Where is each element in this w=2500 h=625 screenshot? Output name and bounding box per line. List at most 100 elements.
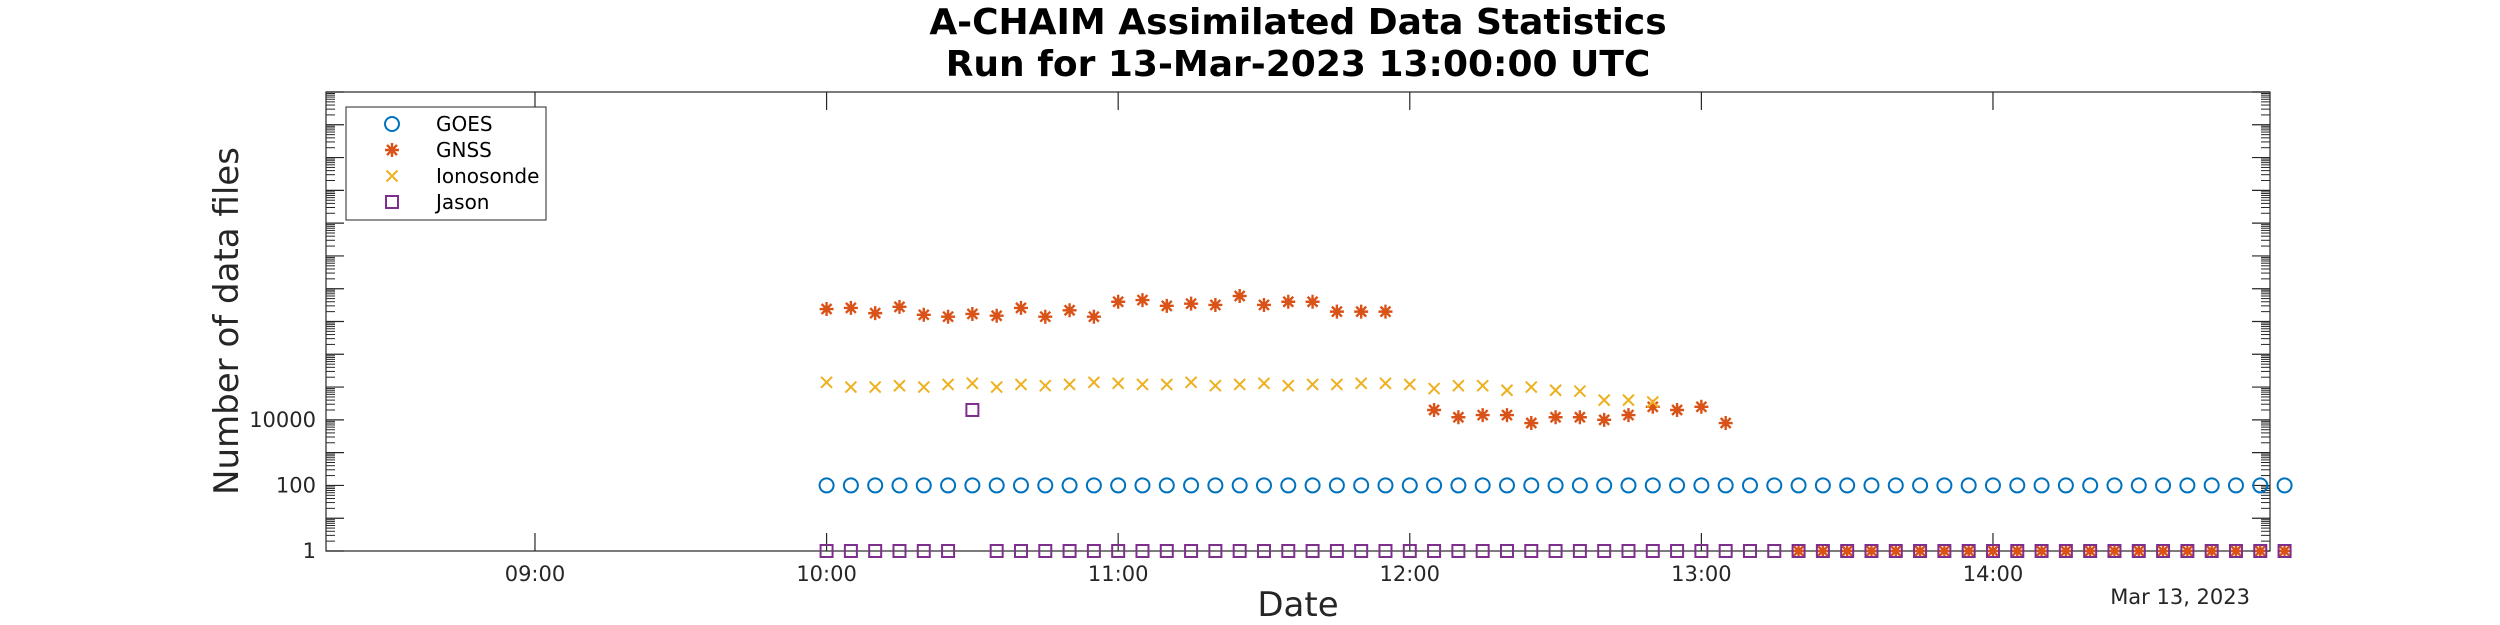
goes-point — [1790, 477, 1807, 494]
gnss-point — [1013, 300, 1028, 315]
plot-axes: 09:00 10:00 11:00 12:00 13:00 14:00 1 100 10000 — [249, 91, 2271, 586]
goes-point — [1255, 477, 1272, 494]
goes-point — [940, 477, 957, 494]
goes-point — [1401, 477, 1418, 494]
jason-point — [1670, 544, 1685, 558]
legend-label-ionosonde: Ionosonde — [436, 164, 539, 188]
jason-point — [2058, 544, 2073, 558]
jason-point — [1767, 544, 1782, 558]
gnss-point — [1791, 544, 1806, 558]
gnss-point — [1111, 294, 1126, 309]
jason-point — [1597, 544, 1612, 558]
x-tick-label: 12:00 — [1380, 562, 1441, 586]
goes-point — [1110, 477, 1127, 494]
jason-point — [1013, 544, 1028, 558]
goes-point — [1596, 477, 1613, 494]
goes-point — [1061, 477, 1078, 494]
jason-point — [1791, 544, 1806, 558]
ionosonde-point — [966, 377, 979, 390]
goes-point — [1669, 477, 1686, 494]
gnss-point — [1329, 304, 1344, 319]
ionosonde-point — [917, 380, 930, 394]
jason-point — [941, 544, 956, 558]
jason-point — [868, 544, 883, 558]
gnss-point — [2180, 544, 2195, 558]
goes-point — [1960, 477, 1977, 494]
gnss-point — [868, 306, 883, 321]
ionosonde-point — [1597, 393, 1611, 407]
legend-label-jason: Jason — [434, 190, 490, 214]
gnss-point — [2156, 544, 2171, 558]
gnss-point — [2083, 544, 2098, 558]
ionosonde-point — [1476, 379, 1489, 392]
jason-point — [1159, 544, 1174, 558]
goes-point — [1766, 477, 1783, 494]
goes-point — [1498, 477, 1515, 494]
ionosonde-point — [1257, 377, 1271, 390]
jason-point — [2204, 544, 2219, 558]
jason-point — [1913, 544, 1928, 558]
goes-point — [1353, 477, 1370, 494]
ionosonde-point — [1039, 379, 1052, 392]
gnss-point — [1354, 304, 1369, 319]
goes-point — [1644, 477, 1661, 494]
goes-point — [891, 477, 908, 494]
gnss-point — [1451, 410, 1466, 425]
gnss-point — [1937, 544, 1952, 558]
x-tick-label: 13:00 — [1671, 562, 1732, 586]
ionosonde-point — [1646, 395, 1659, 409]
ionosonde-point — [868, 380, 882, 394]
goes-point — [988, 477, 1005, 494]
jason-point — [1281, 544, 1296, 558]
jason-point — [1548, 544, 1563, 558]
ionosonde-point — [820, 376, 833, 389]
ionosonde-point — [1306, 378, 1319, 391]
x-axis-date-note: Mar 13, 2023 — [2110, 585, 2250, 609]
goes-point — [1231, 477, 1248, 494]
jason-point — [1985, 544, 2000, 558]
jason-point — [1475, 544, 1490, 558]
gnss-point — [1985, 544, 2000, 558]
x-tick-label: 10:00 — [796, 562, 857, 586]
gnss-point — [1694, 399, 1709, 414]
gnss-point — [843, 300, 858, 315]
ionosonde-point — [1330, 378, 1344, 391]
jason-point — [1062, 544, 1077, 558]
gnss-point — [1815, 544, 1830, 558]
ionosonde-point — [1087, 376, 1101, 389]
goes-point — [1377, 477, 1394, 494]
jason-point — [1451, 544, 1466, 558]
jason-point — [892, 544, 907, 558]
ionosonde-point — [1233, 378, 1246, 391]
jason-point — [1111, 544, 1126, 558]
goes-point — [1207, 477, 1224, 494]
chart-title-line-2: Run for 13-Mar-2023 13:00:00 UTC — [946, 44, 1651, 85]
jason-point — [2131, 544, 2146, 558]
ionosonde-point — [1452, 379, 1465, 392]
series-ionosonde — [820, 376, 1659, 409]
ionosonde-point — [1014, 378, 1028, 391]
ionosonde-point — [1111, 377, 1125, 390]
gnss-point — [965, 306, 980, 321]
goes-point — [1158, 477, 1175, 494]
goes-point — [1839, 477, 1856, 494]
ionosonde-point — [1573, 384, 1587, 398]
goes-point — [1304, 477, 1321, 494]
goes-point — [1620, 477, 1637, 494]
gnss-point — [1305, 294, 1320, 309]
goes-point — [915, 477, 932, 494]
jason-point — [1354, 544, 1369, 558]
gnss-point — [2204, 544, 2219, 558]
gnss-point — [1232, 288, 1247, 303]
jason-point — [965, 402, 980, 417]
plot-frame — [325, 91, 2271, 552]
gnss-point — [2253, 544, 2268, 558]
y-axis-label: Number of data files — [207, 147, 247, 495]
gnss-point — [1645, 399, 1660, 414]
goes-point — [1134, 477, 1151, 494]
series-gnss — [819, 288, 2292, 558]
gnss-point — [1718, 416, 1733, 431]
jason-point — [1864, 544, 1879, 558]
jason-point — [2228, 544, 2243, 558]
gnss-point — [941, 309, 956, 324]
